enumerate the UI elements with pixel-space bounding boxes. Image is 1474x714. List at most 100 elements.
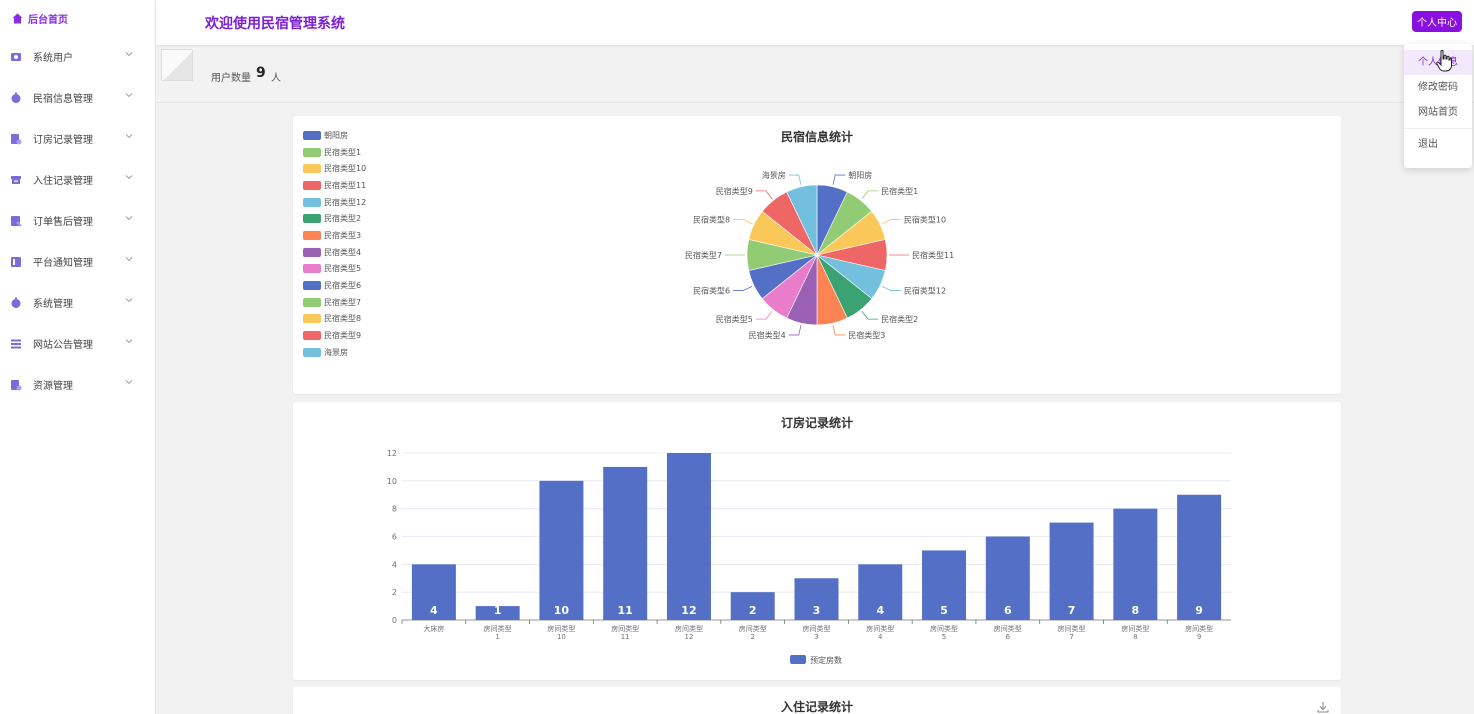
sidebar-home[interactable]: 后台首页	[0, 0, 155, 36]
legend-swatch	[303, 264, 321, 274]
bar-value-label: 6	[1004, 604, 1012, 617]
checkin-chart-title: 入住记录统计	[780, 700, 853, 714]
bar-value-label: 4	[430, 604, 438, 617]
pie-legend-item[interactable]: 民宿类型8	[303, 311, 366, 328]
pie-slice-label: 民宿类型6	[693, 286, 730, 296]
system-icon	[10, 297, 22, 309]
bar[interactable]	[539, 480, 584, 620]
x-tick-label: 房间类型 11	[611, 624, 639, 641]
pie-legend-item[interactable]: 朝阳房	[303, 127, 366, 144]
pie-slice-label: 民宿类型11	[912, 250, 954, 260]
sidebar-item-notice[interactable]: 平台通知管理	[0, 241, 155, 282]
sidebar-item-resource[interactable]: 资源管理	[0, 364, 155, 405]
sidebar-item-label: 民宿信息管理	[33, 94, 93, 105]
bar-legend-swatch[interactable]	[790, 655, 806, 664]
checkin-icon	[10, 174, 22, 186]
bar[interactable]	[794, 578, 839, 620]
legend-label: 民宿类型1	[324, 147, 362, 157]
bar[interactable]	[666, 453, 711, 620]
pie-legend-item[interactable]: 海景房	[303, 344, 366, 361]
pie-legend-item[interactable]: 民宿类型12	[303, 194, 366, 211]
pie-legend-item[interactable]: 民宿类型5	[303, 261, 366, 278]
user-count-unit: 人	[271, 73, 281, 84]
sidebar-item-aftersale[interactable]: 订单售后管理	[0, 200, 155, 241]
bar[interactable]	[922, 550, 967, 620]
x-tick-label: 房间类型 10	[547, 624, 575, 641]
bar[interactable]	[1177, 494, 1222, 620]
sidebar-menu: 系统用户民宿信息管理订房记录管理 入住记录管理 订单售后管理 平台通知管理 系统管理 网站…	[0, 36, 155, 405]
y-tick-label: 8	[392, 505, 397, 514]
bar-chart-title: 订房记录统计	[780, 416, 853, 430]
bar[interactable]	[411, 564, 456, 620]
dropdown-item-logout[interactable]: 退出	[1418, 139, 1438, 150]
checkin-stats-card: 入住记录统计	[293, 687, 1341, 714]
legend-swatch	[303, 197, 321, 207]
legend-swatch	[303, 164, 321, 174]
sidebar-item-booking[interactable]: 订房记录管理	[0, 118, 155, 159]
pie-slice-label: 民宿类型3	[848, 330, 885, 340]
dropdown-item-change-password[interactable]: 修改密码	[1418, 82, 1458, 93]
pie-label-line	[861, 190, 879, 199]
x-tick-label: 大床房	[423, 624, 444, 633]
legend-swatch	[303, 214, 321, 224]
pie-legend-item[interactable]: 民宿类型4	[303, 244, 366, 261]
pie-legend-item[interactable]: 民宿类型9	[303, 327, 366, 344]
pie-label-line	[788, 325, 802, 336]
y-tick-label: 12	[387, 449, 397, 458]
sidebar-item-system[interactable]: 系统管理	[0, 282, 155, 323]
pie-legend-item[interactable]: 民宿类型11	[303, 177, 366, 194]
bar[interactable]	[475, 606, 520, 620]
pie-slice[interactable]	[786, 184, 818, 256]
user-center-button[interactable]: 个人中心	[1412, 11, 1462, 32]
top-header: 欢迎使用民宿管理系统 个人中心	[156, 0, 1474, 45]
legend-label: 民宿类型11	[324, 180, 367, 190]
pie-legend-item[interactable]: 民宿类型10	[303, 160, 366, 177]
dropdown-item-site-home[interactable]: 网站首页	[1418, 107, 1458, 118]
legend-swatch	[303, 297, 321, 307]
sidebar-item-users[interactable]: 系统用户	[0, 36, 155, 77]
pie-slice-label: 民宿类型4	[749, 330, 786, 340]
pie-slice-label: 民宿类型1	[881, 186, 918, 196]
legend-swatch	[303, 247, 321, 257]
x-tick-label: 房间类型 8	[1121, 624, 1149, 641]
legend-swatch	[303, 347, 321, 357]
pie-label-line	[832, 325, 846, 336]
pie-slice-label: 民宿类型12	[904, 286, 946, 296]
bar[interactable]	[858, 564, 903, 620]
bar-value-label: 2	[749, 604, 757, 617]
pie-label-line	[733, 219, 753, 225]
legend-label: 民宿类型5	[324, 264, 362, 274]
avatar	[161, 49, 193, 81]
bar[interactable]	[1113, 508, 1158, 620]
bar[interactable]	[603, 466, 648, 620]
pie-legend-item[interactable]: 民宿类型7	[303, 294, 366, 311]
bar[interactable]	[730, 592, 775, 620]
user-count-label: 用户数量	[211, 73, 251, 84]
pie-legend-item[interactable]: 民宿类型3	[303, 227, 366, 244]
legend-swatch	[303, 281, 321, 291]
sidebar-item-homestay[interactable]: 民宿信息管理	[0, 77, 155, 118]
bar[interactable]	[985, 536, 1030, 621]
pie-legend-item[interactable]: 民宿类型6	[303, 277, 366, 294]
bar-value-label: 10	[554, 604, 570, 617]
pie-slice-label: 民宿类型5	[716, 314, 753, 324]
users-icon	[10, 51, 22, 63]
legend-label: 民宿类型3	[324, 230, 362, 240]
legend-swatch	[303, 230, 321, 240]
pie-chart-title: 民宿信息统计	[780, 130, 853, 144]
announcement-icon	[10, 338, 22, 350]
chevron-down-icon	[125, 380, 133, 385]
legend-label: 民宿类型4	[324, 247, 362, 257]
download-icon[interactable]	[1317, 701, 1329, 713]
sidebar-item-checkin[interactable]: 入住记录管理	[0, 159, 155, 200]
pie-legend-item[interactable]: 民宿类型2	[303, 210, 366, 227]
pie-legend-item[interactable]: 民宿类型1	[303, 144, 366, 161]
legend-swatch	[303, 331, 321, 341]
y-tick-label: 0	[392, 616, 397, 625]
chevron-down-icon	[125, 93, 133, 98]
bar-value-label: 12	[681, 604, 696, 617]
x-tick-label: 房间类型 2	[739, 624, 767, 641]
sidebar-item-announcement[interactable]: 网站公告管理	[0, 323, 155, 364]
bar[interactable]	[1049, 522, 1094, 620]
